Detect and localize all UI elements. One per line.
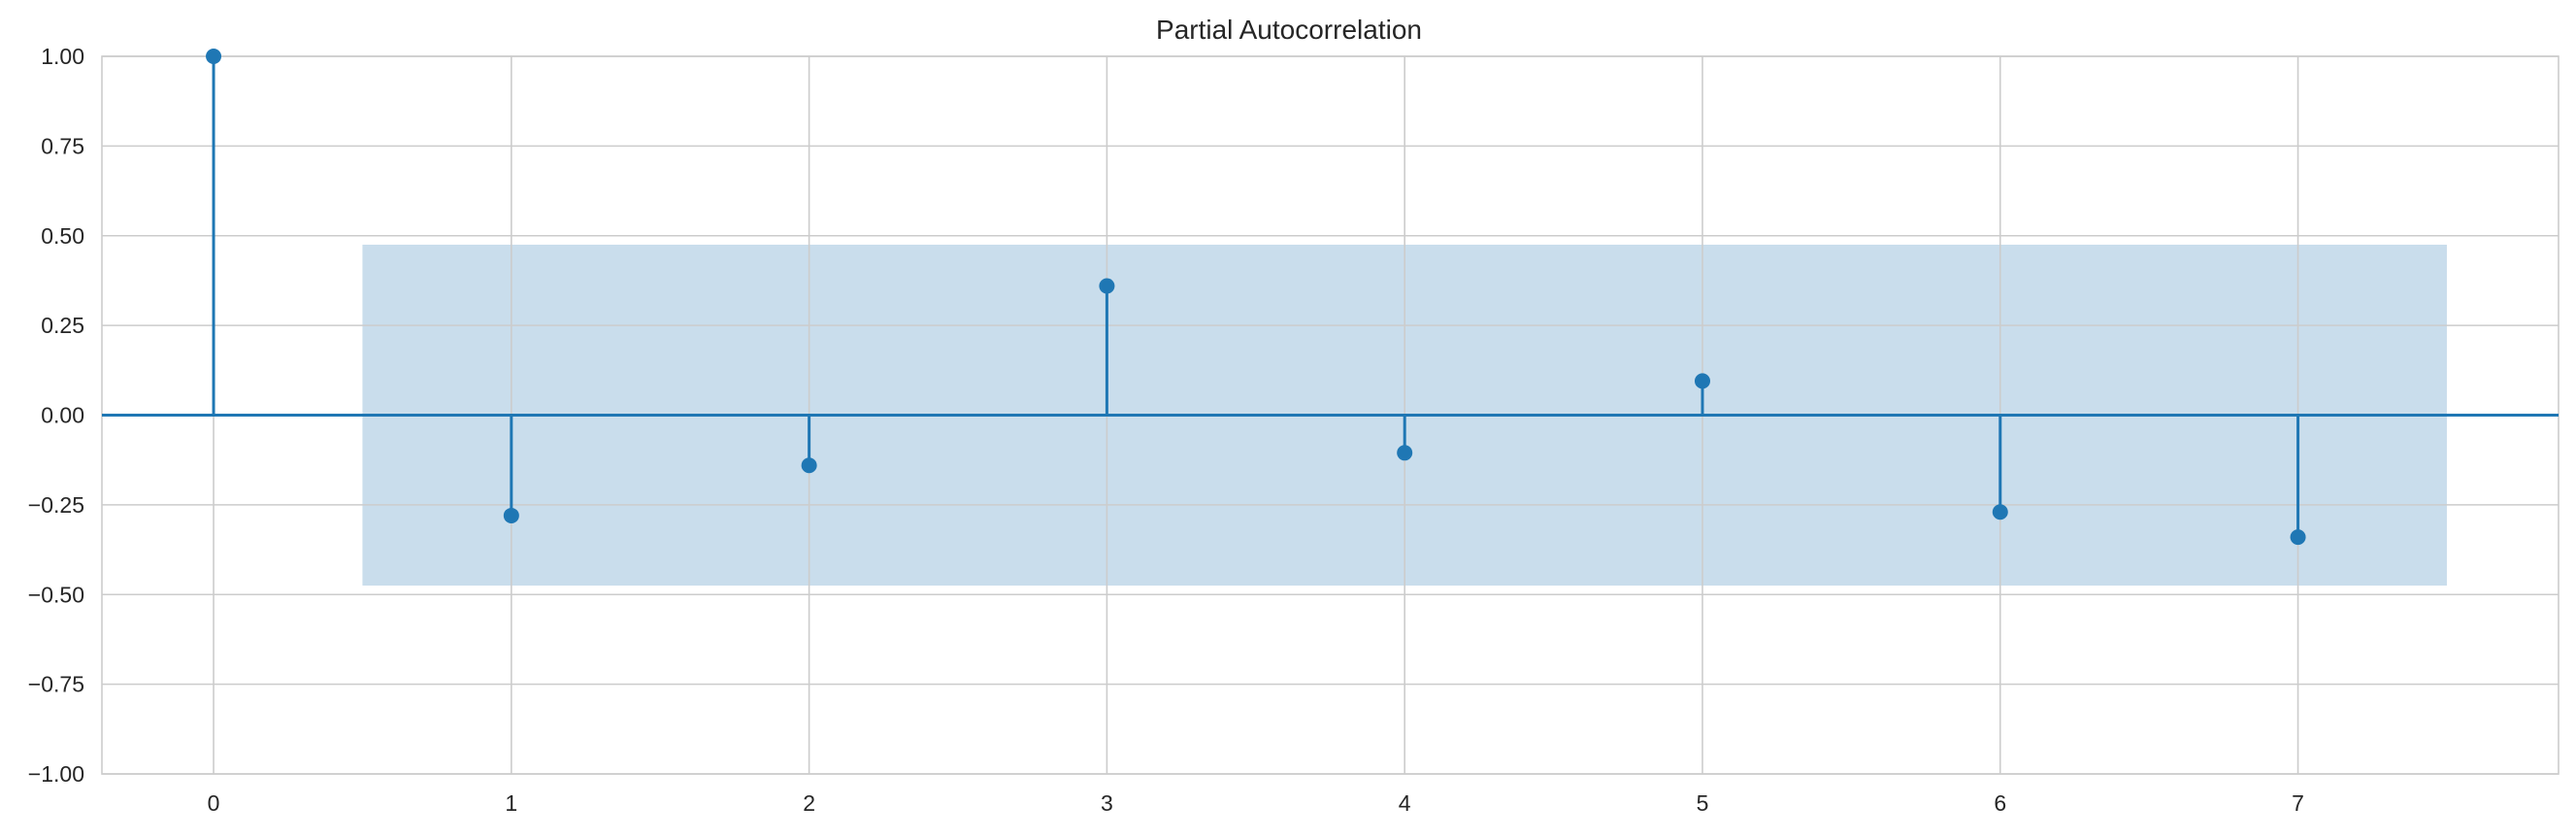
pacf-point-lag-0 [206,49,222,64]
y-tick-label: −0.25 [28,492,84,518]
pacf-point-lag-4 [1397,445,1413,461]
x-tick-label: 2 [803,790,815,816]
x-tick-label: 1 [505,790,517,816]
y-tick-label: 0.50 [41,223,84,249]
pacf-point-lag-1 [503,507,519,523]
x-tick-label: 7 [2292,790,2304,816]
stems-layer [212,56,2300,538]
y-tick-label: −0.75 [28,672,84,697]
y-tick-label: 0.75 [41,133,84,158]
pacf-point-lag-3 [1099,278,1115,294]
y-tick-label: −0.50 [28,582,84,607]
chart-title: Partial Autocorrelation [1156,15,1422,45]
x-tick-label: 0 [208,790,220,816]
pacf-point-lag-5 [1694,373,1710,389]
points-layer [206,49,2306,546]
x-tick-label: 4 [1399,790,1411,816]
y-tick-labels: 1.00 0.75 0.50 0.25 0.00 −0.25 −0.50 −0.75 −1.00 [28,44,84,787]
x-tick-label: 3 [1101,790,1113,816]
x-tick-labels: 0 1 2 3 4 5 6 7 [208,790,2304,816]
y-tick-label: 0.00 [41,403,84,428]
pacf-point-lag-7 [2290,529,2306,546]
pacf-point-lag-2 [801,457,817,474]
pacf-point-lag-6 [1992,504,2008,520]
x-tick-label: 6 [1994,790,2006,816]
y-tick-label: 0.25 [41,313,84,338]
x-tick-label: 5 [1697,790,1709,816]
y-tick-label: 1.00 [41,44,84,69]
y-tick-label: −1.00 [28,761,84,787]
